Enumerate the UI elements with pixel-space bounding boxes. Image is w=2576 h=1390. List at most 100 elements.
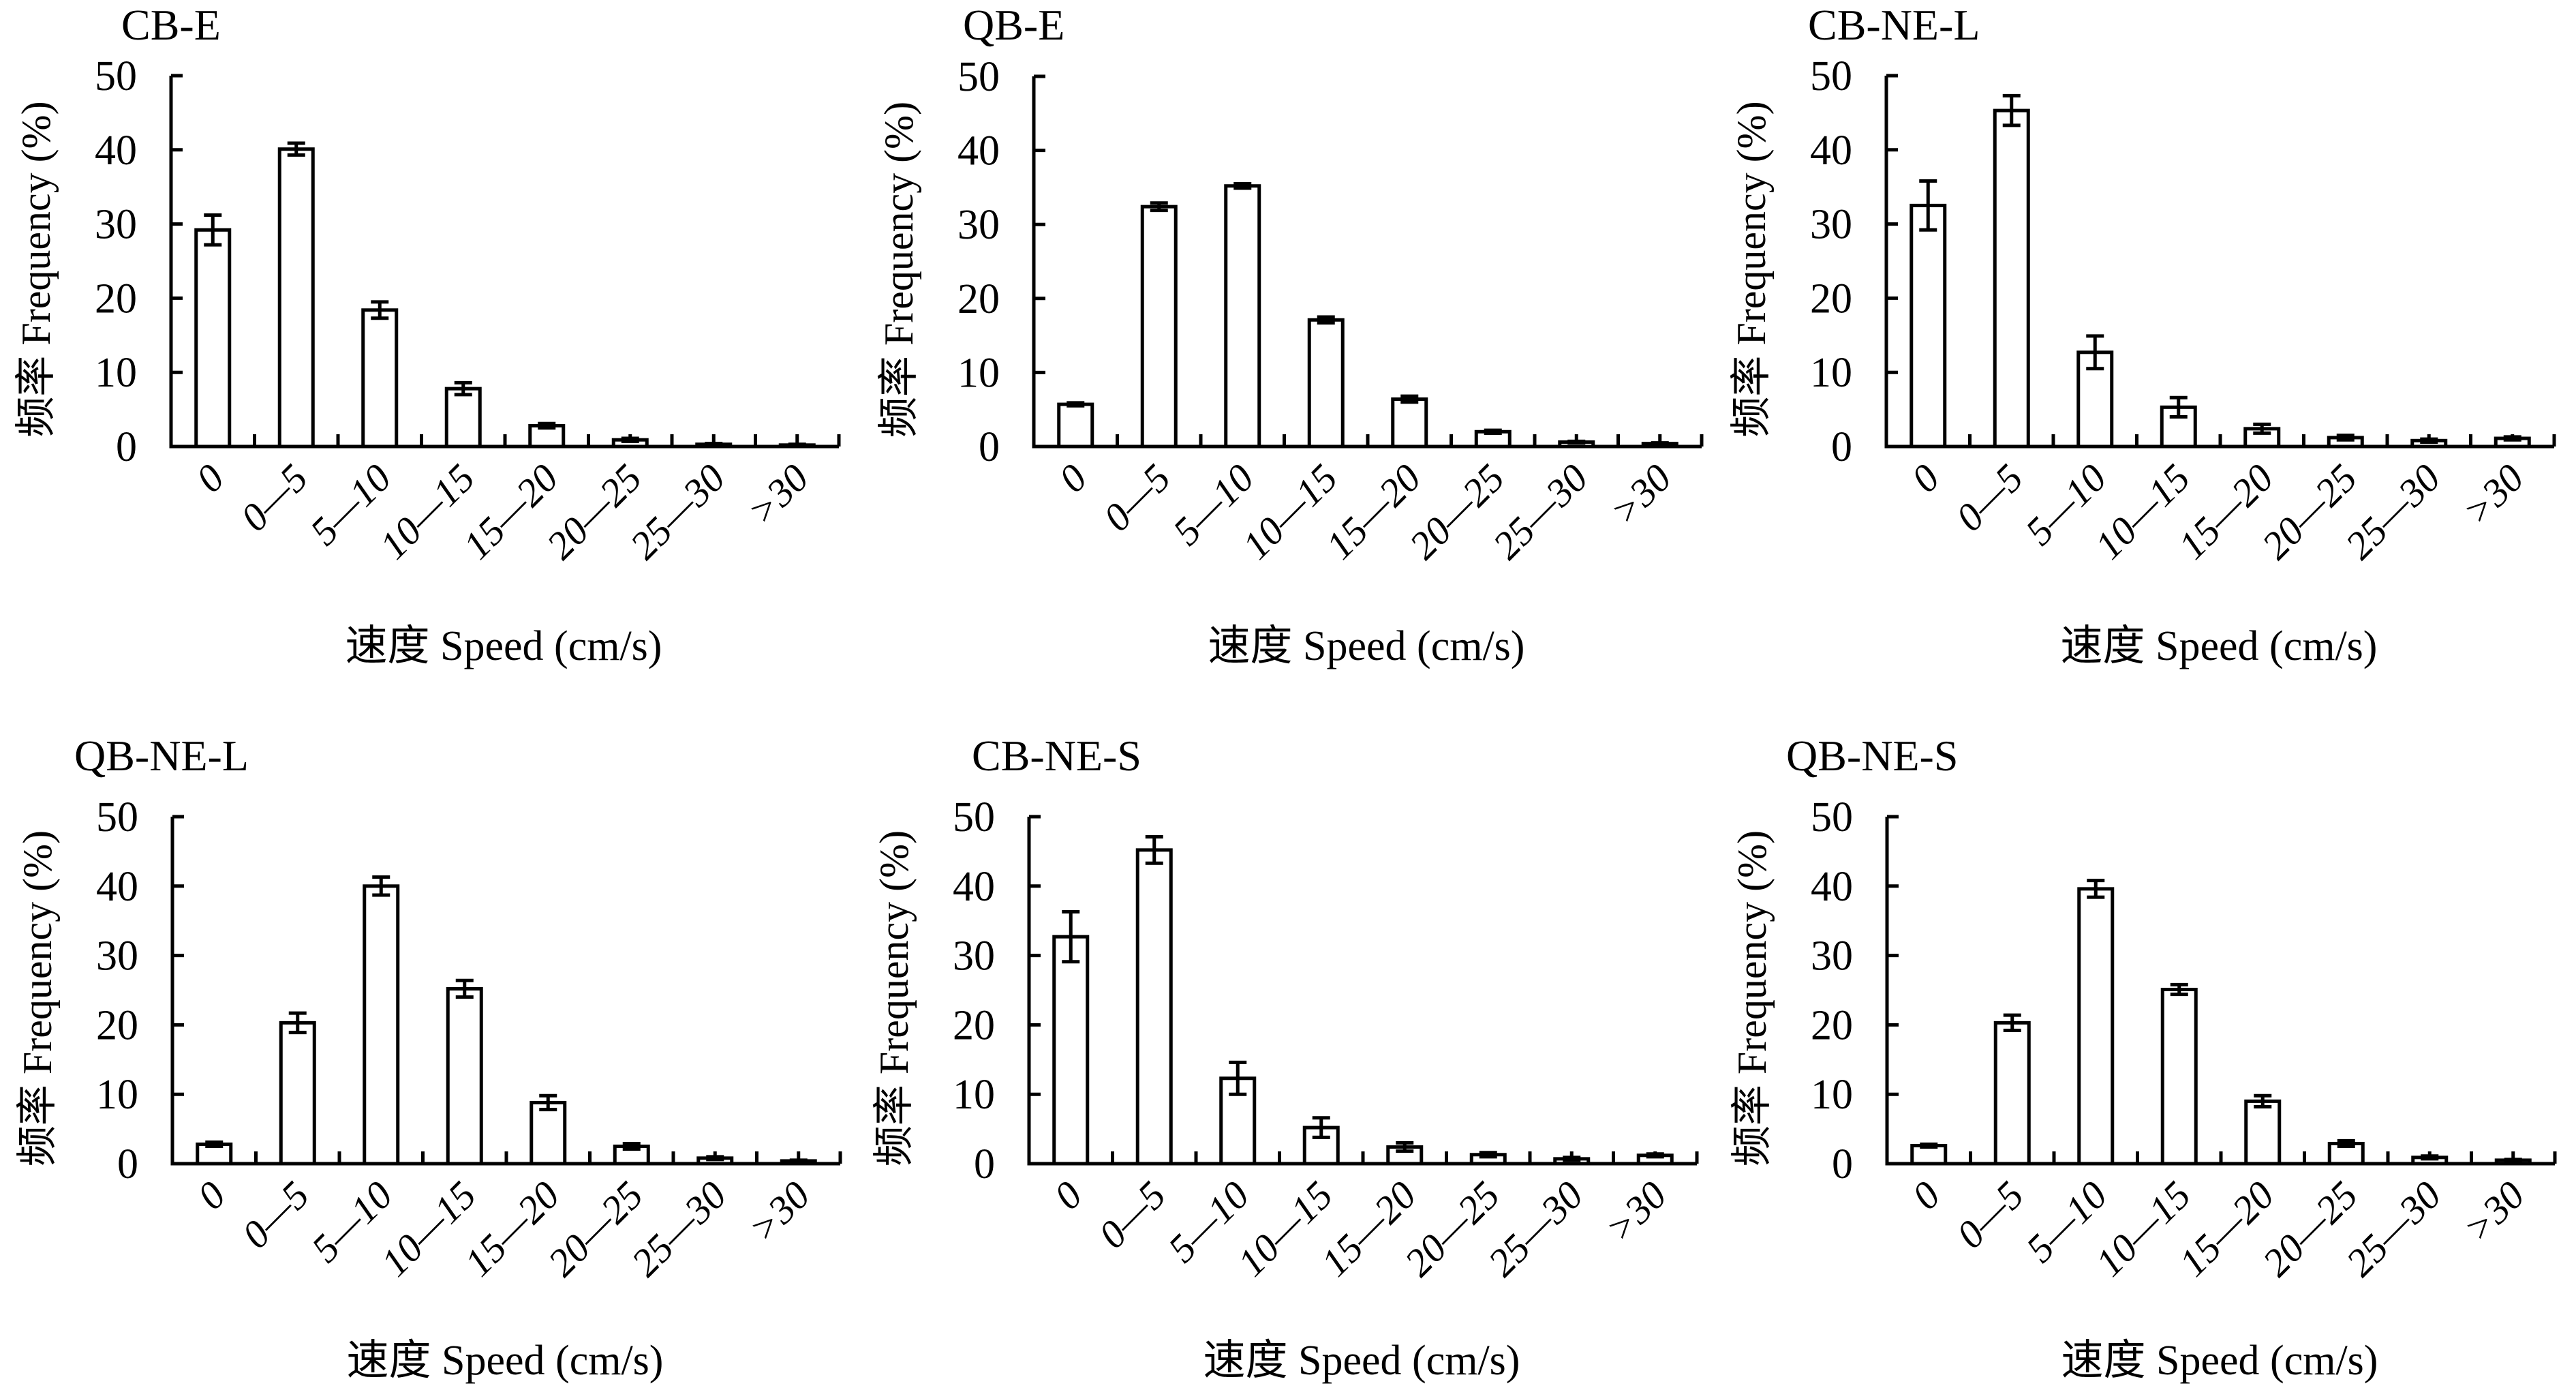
bar [2077, 887, 2115, 1166]
y-tick-label: 10 [96, 1072, 138, 1118]
y-tick-label: 20 [96, 1002, 138, 1048]
error-bar [2337, 1138, 2355, 1149]
panel-title: QB-E [963, 1, 1064, 49]
x-tick-label: 15—20 [455, 455, 566, 567]
x-tick-label: 10—15 [372, 1173, 484, 1284]
error-bar [1479, 1151, 1497, 1159]
y-tick-label: 50 [1810, 53, 1852, 100]
x-tick-label: >30 [2454, 455, 2532, 534]
x-tick-label: >30 [1597, 1173, 1675, 1251]
error-bar [1920, 1142, 1938, 1149]
x-tick-label: 0 [1903, 455, 1948, 500]
error-bar [2003, 1013, 2021, 1033]
y-tick-label: 30 [95, 202, 137, 248]
x-tick-label: 20—25 [539, 1173, 651, 1284]
y-tick-label: 0 [974, 1141, 995, 1188]
x-tick-label: 25—30 [622, 455, 733, 567]
y-tick-label: 50 [953, 794, 995, 841]
bar [1993, 1021, 2031, 1166]
error-bar [1563, 1155, 1581, 1162]
y-tick-label: 0 [1831, 424, 1852, 470]
panel-title: CB-NE-L [1808, 1, 1980, 49]
x-tick-label: 20—25 [1396, 1173, 1507, 1284]
x-tick-label: >30 [739, 455, 817, 534]
error-bar [1646, 1152, 1664, 1159]
x-tick-label: 15—20 [1317, 455, 1429, 567]
x-tick-label: 20—25 [538, 455, 649, 567]
x-tick-label: 0 [1045, 1173, 1090, 1218]
error-bar [788, 442, 806, 448]
y-tick-label: 0 [979, 424, 1000, 470]
y-tick-label: 10 [1811, 1072, 1853, 1118]
x-tick-label: >30 [740, 1173, 818, 1251]
y-tick-label: 10 [953, 1072, 995, 1118]
bar [1052, 935, 1090, 1166]
y-tick-label: 30 [1811, 933, 1853, 980]
error-bar [2002, 93, 2021, 127]
x-tick-label: 25—30 [2337, 455, 2449, 567]
y-tick-label: 50 [96, 794, 138, 841]
error-bar [204, 213, 222, 247]
y-tick-label: 20 [953, 1002, 995, 1048]
bar [1135, 848, 1173, 1166]
y-tick-label: 30 [953, 933, 995, 980]
bar [1993, 108, 2030, 449]
bar [2160, 405, 2197, 449]
x-tick-label: 20—25 [2254, 1173, 2365, 1284]
y-tick-label: 40 [1811, 864, 1853, 910]
y-tick-label: 20 [1810, 275, 1852, 322]
error-bar [706, 1155, 724, 1162]
bar [1057, 402, 1094, 449]
x-tick-label: 15—20 [1313, 1173, 1424, 1284]
y-axis-title: 频率 Frequency (%) [15, 830, 60, 1166]
bar [194, 228, 232, 449]
y-axis-title: 频率 Frequency (%) [872, 830, 917, 1166]
x-tick-label: 0 [1903, 1173, 1948, 1218]
error-bar [1233, 181, 1252, 190]
error-bar [1317, 315, 1335, 325]
y-tick-label: 20 [957, 276, 1000, 322]
error-bar [1150, 201, 1168, 213]
y-axis-title: 频率 Frequency (%) [1729, 101, 1774, 437]
error-bar [287, 141, 305, 157]
error-bar [2421, 1154, 2439, 1161]
error-bar [2420, 437, 2438, 444]
error-bar [1400, 394, 1419, 404]
error-bar [621, 436, 639, 443]
y-axis-title: 频率 Frequency (%) [876, 102, 921, 438]
y-tick-label: 10 [95, 350, 137, 396]
x-tick-label: 20—25 [2253, 455, 2365, 567]
y-axis-title: 频率 Frequency (%) [1730, 830, 1775, 1166]
x-tick-label: 0—5 [233, 1173, 317, 1256]
x-tick-label: 0—5 [1947, 455, 2031, 539]
error-bar [1396, 1140, 1414, 1153]
bar [446, 986, 483, 1166]
error-bar [1651, 441, 1669, 447]
x-tick-label: >30 [1601, 455, 1680, 534]
bar [1910, 203, 1947, 449]
x-axis-title: 速度 Speed (cm/s) [346, 623, 662, 669]
x-tick-label: 10—15 [2086, 455, 2198, 567]
error-bar [288, 1011, 307, 1035]
error-bar [2087, 879, 2105, 899]
error-bar [205, 1140, 224, 1149]
bar [1224, 184, 1261, 449]
bar [361, 308, 399, 449]
error-bar [1145, 835, 1163, 865]
y-tick-label: 0 [1832, 1141, 1853, 1188]
error-bar [2336, 434, 2355, 442]
y-tick-label: 30 [1810, 202, 1852, 248]
x-axis-title: 速度 Speed (cm/s) [347, 1338, 664, 1384]
error-bar [2170, 982, 2188, 997]
y-tick-label: 40 [95, 127, 137, 174]
x-tick-label: 10—15 [1229, 1173, 1340, 1284]
error-bar [1484, 428, 1502, 435]
x-tick-label: 10—15 [1233, 455, 1345, 567]
x-tick-label: 25—30 [623, 1173, 735, 1284]
y-tick-label: 30 [96, 933, 138, 980]
x-tick-label: 15—20 [2170, 455, 2282, 567]
